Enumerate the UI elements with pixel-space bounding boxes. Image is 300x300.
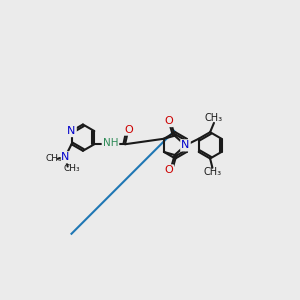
Text: O: O xyxy=(124,124,133,135)
Text: CH₃: CH₃ xyxy=(203,167,221,177)
Text: CH₃: CH₃ xyxy=(63,164,80,173)
Text: N: N xyxy=(67,126,76,136)
Text: CH₃: CH₃ xyxy=(205,113,223,123)
Text: O: O xyxy=(164,116,173,126)
Text: N: N xyxy=(181,140,190,150)
Text: CH₃: CH₃ xyxy=(46,154,62,164)
Text: O: O xyxy=(164,165,173,176)
Text: NH: NH xyxy=(103,139,118,148)
Text: N: N xyxy=(61,152,70,162)
